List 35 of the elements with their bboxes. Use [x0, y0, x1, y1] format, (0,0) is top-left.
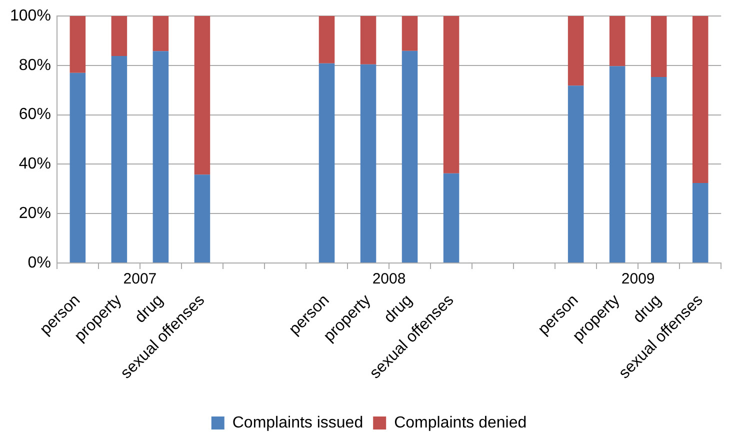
text: 2007: [123, 270, 157, 288]
text: 2008: [372, 270, 406, 288]
y-tick-label: 100%: [10, 7, 51, 24]
bar: [402, 50, 418, 263]
bar: [360, 64, 376, 263]
bar: [650, 77, 667, 263]
y-tick-label: 40%: [18, 156, 51, 173]
bar: [360, 16, 376, 64]
y-tick-label: 20%: [18, 205, 51, 222]
bar: [194, 174, 210, 263]
bar: [443, 16, 460, 174]
bar: [609, 16, 626, 66]
bar: [111, 56, 128, 263]
y-tick-label: 0%: [28, 254, 51, 272]
bar: [152, 16, 169, 52]
legend-label: Complaints issued: [232, 414, 364, 432]
bar: [70, 16, 86, 73]
bar: [650, 16, 667, 78]
bar: [318, 63, 335, 263]
bar: [194, 16, 210, 175]
bar: [111, 16, 128, 56]
bar: [692, 182, 708, 263]
bar: [318, 16, 335, 64]
bar: [152, 51, 169, 263]
bar: [568, 86, 584, 263]
bar: [402, 16, 418, 51]
bar: [443, 173, 460, 263]
y-tick-label: 80%: [18, 56, 51, 74]
bar: [70, 72, 86, 263]
bar: [568, 16, 584, 86]
legend-label: Complaints denied: [394, 414, 527, 432]
bar: [609, 66, 626, 263]
bar: [692, 16, 708, 183]
y-tick-label: 60%: [18, 106, 51, 124]
text: 2009: [621, 270, 655, 288]
